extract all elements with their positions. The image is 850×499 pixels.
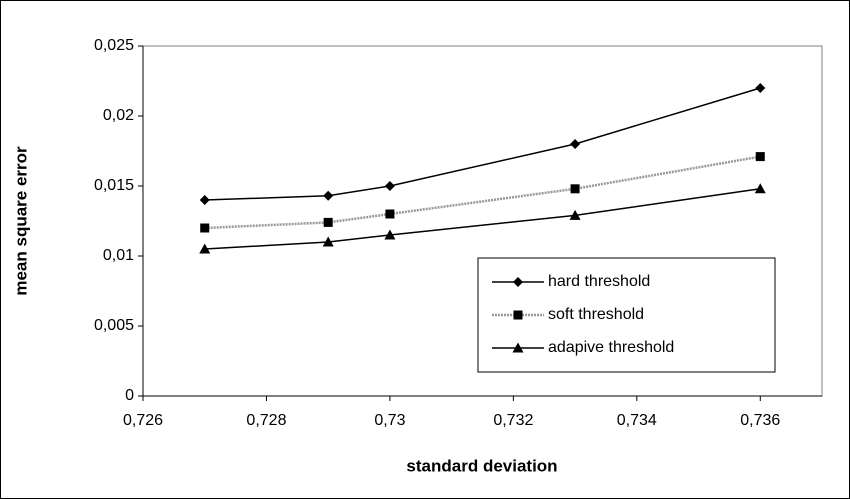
x-tick-label: 0,736 — [740, 412, 780, 429]
x-tick-label: 0,728 — [246, 412, 286, 429]
marker-diamond — [513, 277, 523, 287]
marker-square — [513, 310, 523, 320]
marker-diamond — [570, 139, 581, 149]
legend-label: hard threshold — [548, 273, 650, 290]
x-tick-label: 0,734 — [617, 412, 657, 429]
legend-label: soft threshold — [548, 306, 644, 323]
marker-square — [755, 152, 765, 162]
marker-triangle — [384, 229, 396, 240]
marker-diamond — [755, 83, 766, 93]
marker-triangle — [199, 243, 211, 254]
legend-box — [477, 257, 776, 373]
marker-triangle — [512, 342, 524, 353]
marker-diamond — [199, 195, 210, 205]
marker-triangle — [569, 209, 581, 220]
y-tick-label: 0,01 — [103, 247, 134, 264]
marker-diamond — [384, 181, 395, 191]
marker-square — [200, 223, 210, 233]
marker-triangle — [754, 183, 766, 194]
marker-square — [570, 184, 580, 194]
y-tick-label: 0,025 — [94, 37, 134, 54]
marker-triangle — [322, 236, 334, 247]
x-tick-label: 0,732 — [493, 412, 533, 429]
x-tick-label: 0,726 — [123, 412, 163, 429]
x-tick-label: 0,73 — [374, 412, 405, 429]
marker-square — [385, 209, 395, 219]
y-tick-label: 0,005 — [94, 317, 134, 334]
y-tick-label: 0 — [125, 387, 134, 404]
y-tick-label: 0,02 — [103, 107, 134, 124]
y-tick-label: 0,015 — [94, 177, 134, 194]
marker-square — [323, 217, 333, 227]
marker-diamond — [323, 190, 334, 201]
x-axis-title: standard deviation — [406, 456, 557, 475]
legend-label: adapive threshold — [548, 339, 674, 356]
y-axis-title: mean square error — [11, 146, 30, 296]
series-line — [204, 155, 761, 230]
